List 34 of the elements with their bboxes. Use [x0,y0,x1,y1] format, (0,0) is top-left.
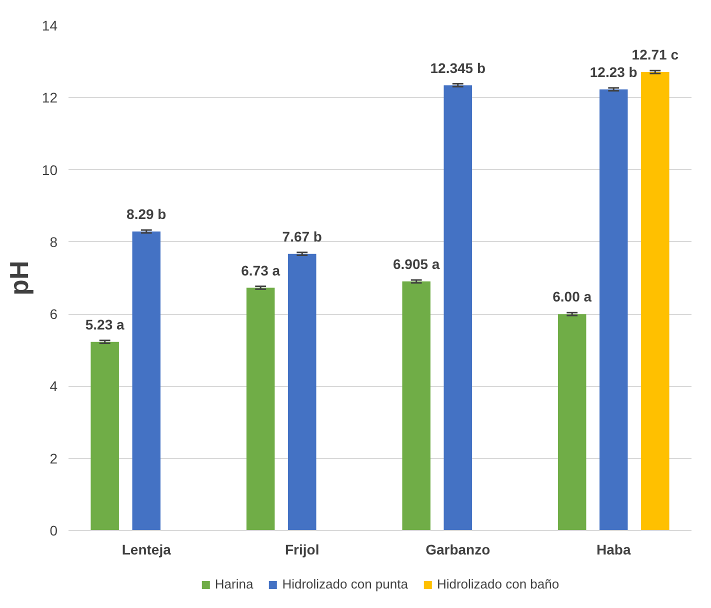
y-tick-label: 2 [50,450,58,466]
bar [90,342,119,530]
bar [402,281,430,530]
x-tick-label: Garbanzo [426,542,490,558]
x-tick-label: Lenteja [122,542,172,558]
data-label: 6.73 a [241,262,280,278]
y-tick-label: 14 [42,18,58,34]
data-label: 6.00 a [552,288,592,305]
data-label: 12.71 c [632,46,679,63]
data-label: 5.23 a [85,316,125,332]
data-label: 7.67 b [282,228,322,244]
y-tick-label: 6 [50,306,58,322]
bar [600,89,628,530]
data-label: 12.23 b [590,64,638,80]
y-tick-label: 10 [42,162,58,178]
data-label: 6.905 a [392,256,440,272]
y-axis-title: pH [4,260,34,296]
y-tick-label: 4 [50,378,58,394]
x-tick-label: Frijol [285,542,320,558]
y-tick-label: 12 [42,90,58,106]
bar [246,288,275,530]
x-tick-label: Haba [596,542,631,558]
bar [641,72,670,530]
data-label: 8.29 b [126,206,166,222]
legend-label: Hidrolizado con baño [436,576,560,592]
bar [132,231,160,530]
y-tick-label: 8 [50,234,58,250]
legend-label: Harina [214,576,254,592]
data-label: 12.345 b [430,60,486,76]
y-tick-label: 0 [50,522,58,538]
bar [288,254,316,530]
legend-label: Hidrolizado con punta [282,576,408,592]
bar [444,85,472,530]
bar [558,314,586,530]
